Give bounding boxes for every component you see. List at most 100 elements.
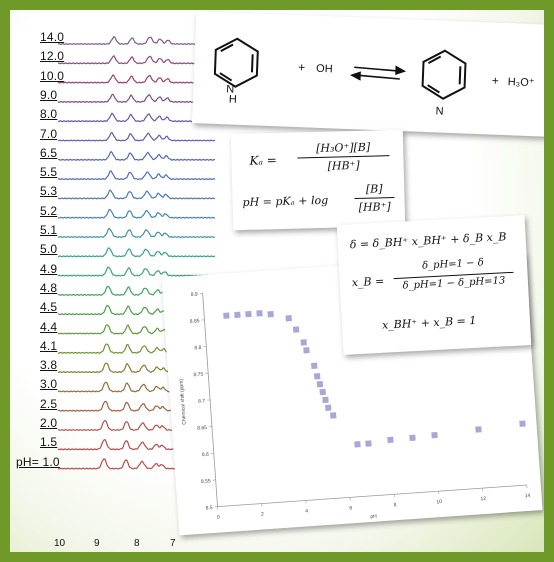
data-point bbox=[322, 396, 329, 404]
reaction-card: H N + OH N + bbox=[191, 11, 544, 137]
y-tick-label: 8.5 bbox=[205, 505, 213, 511]
data-point bbox=[409, 434, 416, 441]
ph-value-label: 6.5 bbox=[40, 145, 58, 160]
xb-numerator: δ_pH=1 − δ bbox=[421, 257, 485, 272]
ph-value-label: 8.0 bbox=[40, 107, 58, 122]
y-tick-label: 8.65 bbox=[197, 425, 207, 432]
data-point bbox=[519, 420, 526, 427]
data-point bbox=[330, 412, 337, 419]
x-axis-label: pH bbox=[370, 514, 377, 520]
y-tick-label: 8.55 bbox=[201, 478, 211, 485]
ph-value-label: 14.0 bbox=[40, 30, 65, 44]
ph-value-label: 5.5 bbox=[40, 165, 58, 180]
data-point bbox=[300, 339, 307, 346]
ph-value-label: 3.0 bbox=[40, 377, 58, 392]
x-tick-label: 2 bbox=[261, 511, 264, 517]
y-tick-label: 8.8 bbox=[194, 345, 202, 351]
data-point bbox=[285, 315, 292, 322]
ph-value-label: pH= 1.0 bbox=[16, 454, 60, 469]
ph-fraction-bar bbox=[354, 197, 395, 200]
nmr-trace bbox=[57, 208, 216, 219]
ka-lhs: Kₐ = bbox=[249, 153, 277, 168]
data-point bbox=[319, 388, 326, 396]
mole-fraction-equation-card: δ = δ_BH⁺ x_BH⁺ + δ_B x_B x_B = δ_pH=1 −… bbox=[336, 215, 532, 355]
y-tick-label: 8.9 bbox=[191, 292, 199, 298]
ph-value-label: 4.9 bbox=[40, 261, 58, 276]
ph-value-label: 5.0 bbox=[40, 242, 58, 257]
data-point bbox=[292, 326, 300, 333]
data-point bbox=[387, 436, 394, 444]
hydronium-label: H₃O⁺ bbox=[508, 76, 535, 89]
ph-value-label: 4.1 bbox=[40, 338, 58, 353]
data-point bbox=[245, 310, 252, 318]
x-tick-label: 4 bbox=[305, 508, 308, 514]
ph-numerator: [B] bbox=[365, 182, 383, 196]
x-tick-label: 14 bbox=[525, 493, 531, 499]
nmr-trace bbox=[57, 74, 216, 84]
plus-sign-2: + bbox=[492, 74, 500, 88]
nmr-trace bbox=[57, 170, 216, 181]
ph-value-label: 9.0 bbox=[40, 87, 58, 102]
nmr-trace bbox=[57, 35, 216, 46]
ph-value-label: 2.5 bbox=[40, 396, 58, 411]
data-point bbox=[313, 373, 321, 380]
x-tick-label: 10 bbox=[436, 499, 442, 505]
ppm-tick-label: 8 bbox=[134, 538, 140, 549]
pyridine-structure bbox=[421, 49, 467, 100]
ppm-tick-label: 7 bbox=[170, 538, 176, 549]
nmr-trace bbox=[57, 131, 216, 142]
nmr-trace bbox=[57, 266, 216, 277]
x-tick-label: 8 bbox=[393, 502, 396, 508]
data-point bbox=[431, 431, 438, 439]
nmr-trace bbox=[57, 247, 216, 258]
data-point bbox=[267, 310, 274, 318]
data-point bbox=[223, 312, 230, 319]
ka-denominator: [HB⁺] bbox=[327, 158, 360, 173]
nmr-trace bbox=[57, 93, 216, 103]
chemical-shift-scatter-chart: 0 2 4 6 8 10 12 14 8.5 8.55 8.6 8.65 8.7 8.75 8.8 8.85 8… bbox=[179, 292, 531, 521]
y-tick-label: 8.85 bbox=[190, 318, 200, 325]
delta-equation: δ = δ_BH⁺ x_BH⁺ + δ_B x_B bbox=[349, 230, 507, 252]
nmr-trace bbox=[57, 189, 216, 200]
data-point bbox=[475, 426, 482, 433]
nh-h-label: H bbox=[229, 93, 237, 105]
y-axis-label: Chemical shift (ppm) bbox=[179, 378, 188, 424]
plus-sign-1: + bbox=[298, 60, 306, 74]
data-point bbox=[316, 380, 324, 388]
x-tick-label: 6 bbox=[349, 505, 352, 511]
water-label: OH bbox=[316, 63, 333, 76]
data-point bbox=[354, 441, 361, 448]
pyridine-n-label: N bbox=[435, 105, 443, 117]
y-tick-label: 8.7 bbox=[198, 398, 206, 404]
data-point bbox=[365, 440, 372, 447]
x-tick-label: 0 bbox=[217, 515, 220, 521]
cover-canvas: 14.0 12.0 10.0 9.0 8.0 7.0 6.5 5.5 5.3 5.2 5.1 5.0 4… bbox=[10, 10, 544, 552]
ph-value-label: 7.0 bbox=[40, 126, 58, 141]
ph-value-label: 1.5 bbox=[40, 435, 58, 450]
ph-lhs: pH = pKₐ + log bbox=[242, 193, 329, 209]
ph-value-label: 4.5 bbox=[40, 300, 58, 315]
data-point bbox=[303, 347, 310, 354]
ph-value-label: 10.0 bbox=[40, 68, 65, 83]
mole-fraction-sum: x_BH⁺ + x_B = 1 bbox=[381, 313, 477, 332]
x-tick-label: 12 bbox=[480, 496, 486, 502]
nmr-trace bbox=[57, 55, 216, 65]
ph-value-label: 5.1 bbox=[40, 223, 58, 237]
pyridinium-structure bbox=[213, 37, 259, 88]
ph-value-label: 3.8 bbox=[40, 358, 58, 373]
data-point bbox=[234, 311, 241, 319]
ph-denominator: [HB⁺] bbox=[358, 200, 391, 214]
ph-value-label: 5.3 bbox=[40, 184, 58, 199]
ph-value-label: 4.4 bbox=[40, 319, 58, 334]
ppm-tick-label: 9 bbox=[94, 538, 100, 549]
data-point bbox=[325, 404, 332, 411]
ka-numerator: [H₃O⁺][B] bbox=[315, 140, 371, 156]
nh-n-label: N bbox=[226, 83, 234, 95]
ph-value-label: 2.0 bbox=[40, 416, 58, 430]
chemical-shift-chart-card: 0 2 4 6 8 10 12 14 8.5 8.55 8.6 8.65 8.7 8.75 8.8 8.85 8… bbox=[161, 252, 543, 536]
xb-lhs: x_B = bbox=[351, 274, 385, 290]
data-point bbox=[311, 362, 318, 370]
data-point bbox=[256, 310, 263, 317]
ph-value-label: 5.2 bbox=[40, 203, 58, 218]
